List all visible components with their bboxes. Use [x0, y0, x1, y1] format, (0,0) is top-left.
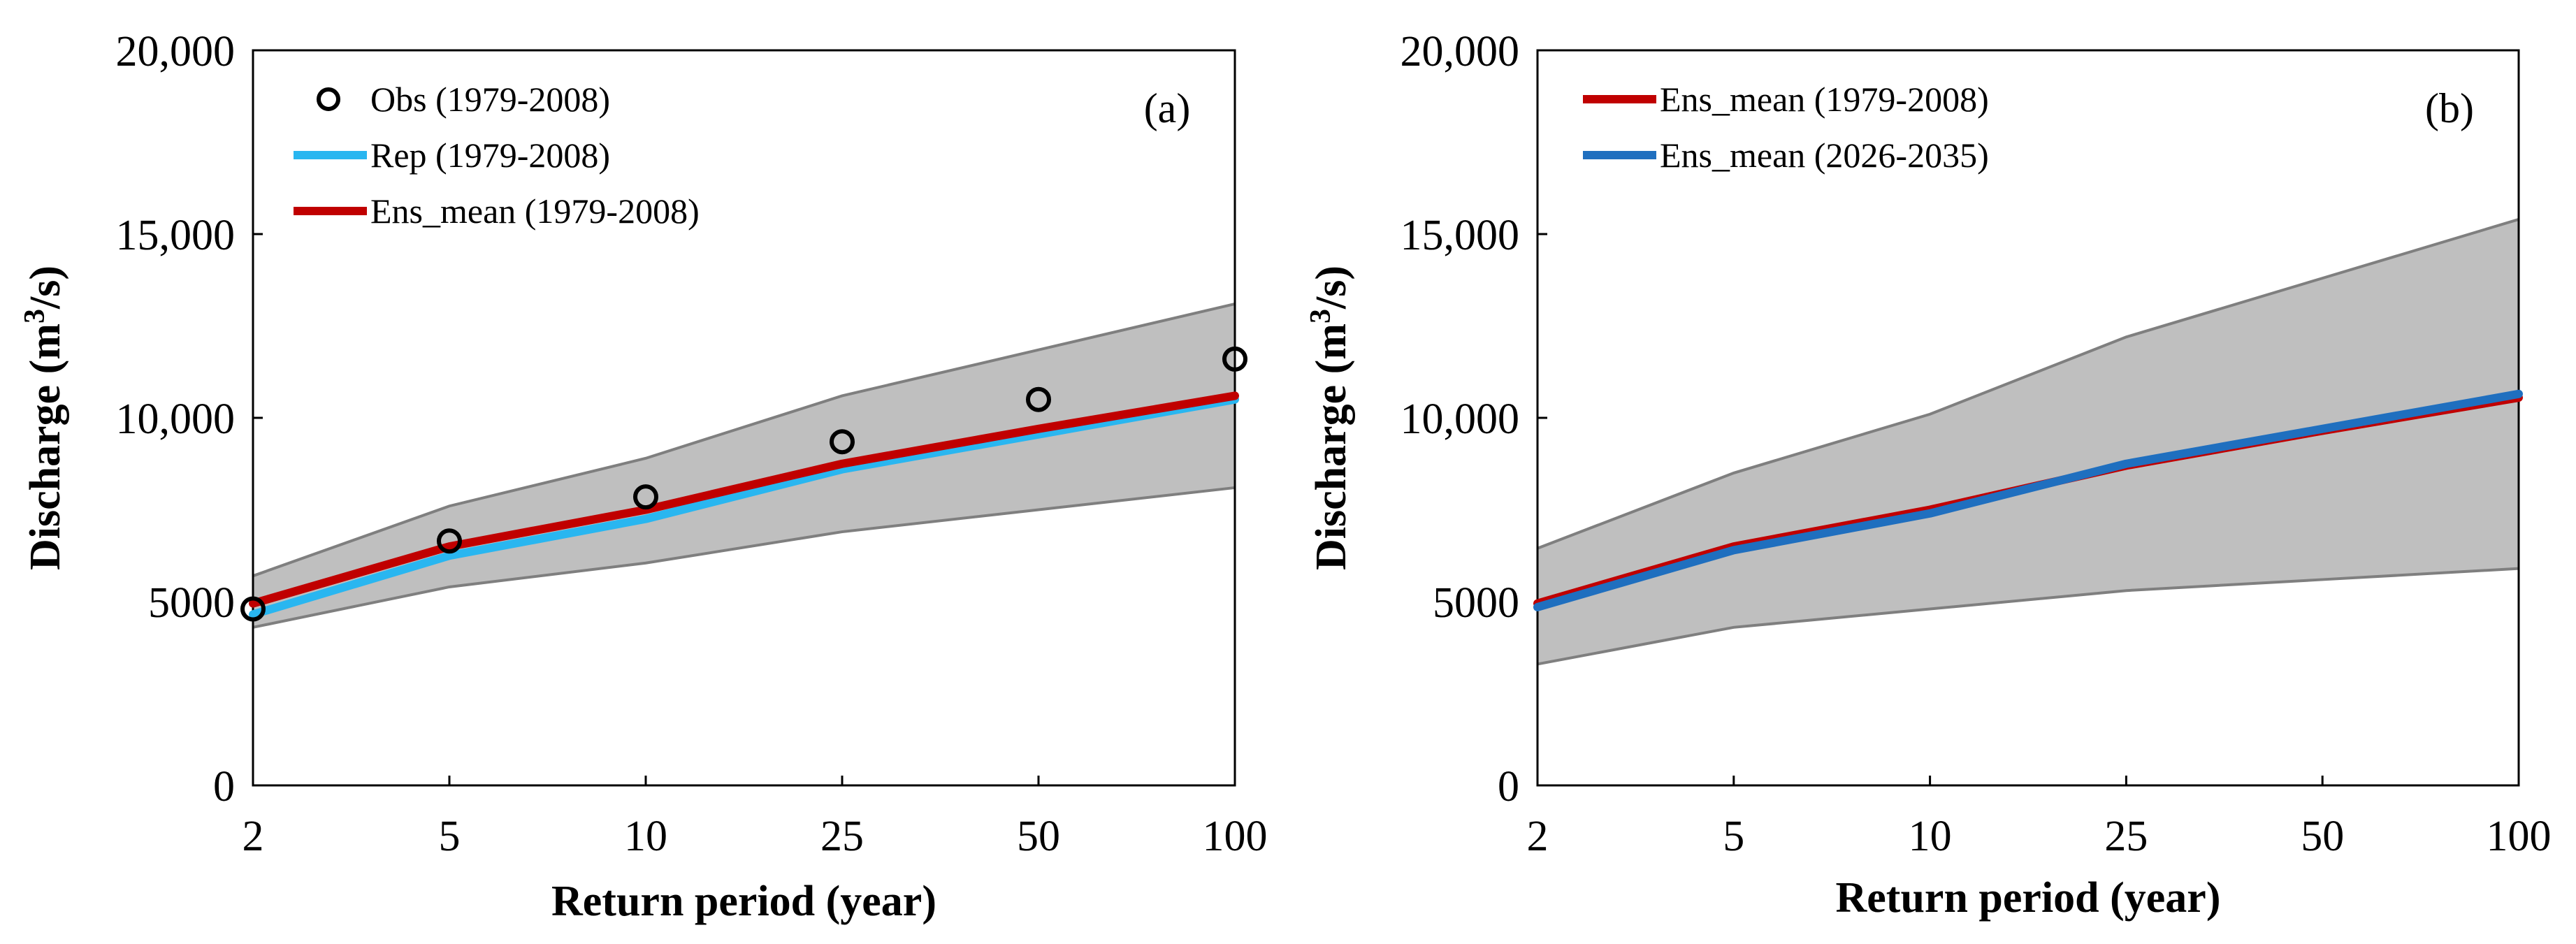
band-lower-edge	[1537, 567, 2519, 666]
obs-marker	[633, 484, 658, 510]
y-tick-label: 5000	[148, 579, 235, 627]
legend-marker	[317, 87, 340, 111]
series-line	[1533, 389, 2523, 611]
legend-label: Ens_mean (1979-2008)	[1660, 80, 1989, 119]
panel-label: (a)	[1144, 85, 1191, 131]
y-tick-label: 5000	[1433, 579, 1519, 627]
x-tick-label: 10	[1909, 813, 1952, 860]
legend-label: Rep (1979-2008)	[370, 136, 610, 175]
y-tick-label: 15,000	[1401, 212, 1520, 259]
legend-label: Ens_mean (2026-2035)	[1660, 136, 1989, 175]
x-tick-label: 5	[439, 813, 461, 860]
x-tick-label: 5	[1723, 813, 1744, 860]
x-tick-label: 100	[1203, 813, 1268, 860]
x-tick-label: 50	[1017, 813, 1060, 860]
x-tick-label: 10	[624, 813, 667, 860]
obs-marker	[437, 528, 462, 554]
x-tick-label: 2	[1527, 813, 1549, 860]
x-tick-label: 2	[243, 813, 264, 860]
uncertainty-band	[1537, 219, 2519, 665]
legend-label: Obs (1979-2008)	[370, 80, 610, 119]
y-tick-label: 20,000	[116, 28, 236, 75]
band-upper-edge	[252, 302, 1236, 578]
y-tick-label: 0	[1498, 763, 1519, 811]
y-axis-title: Discharge (m3/s)	[1305, 266, 1355, 570]
y-tick-label: 20,000	[1401, 28, 1520, 75]
uncertainty-band	[253, 303, 1235, 627]
obs-marker	[1026, 386, 1051, 412]
legend-label: Ens_mean (1979-2008)	[370, 191, 700, 231]
x-tick-label: 25	[820, 813, 864, 860]
series-line	[249, 395, 1239, 619]
obs-marker	[830, 429, 855, 455]
y-tick-label: 10,000	[116, 395, 236, 443]
y-axis-title: Discharge (m3/s)	[19, 266, 69, 570]
y-tick-label: 0	[213, 763, 235, 811]
band-lower-edge	[252, 486, 1236, 629]
x-axis-title: Return period (year)	[551, 878, 936, 925]
obs-marker	[240, 596, 266, 622]
band-upper-edge	[1537, 218, 2519, 550]
y-tick-label: 10,000	[1401, 395, 1520, 443]
y-tick-label: 15,000	[116, 212, 236, 259]
obs-marker	[1222, 346, 1247, 372]
x-tick-label: 25	[2104, 813, 2148, 860]
series-line	[249, 391, 1239, 608]
panel-label: (b)	[2425, 85, 2474, 131]
x-tick-label: 50	[2301, 813, 2344, 860]
x-tick-label: 100	[2487, 813, 2552, 860]
x-axis-title: Return period (year)	[1836, 874, 2221, 922]
